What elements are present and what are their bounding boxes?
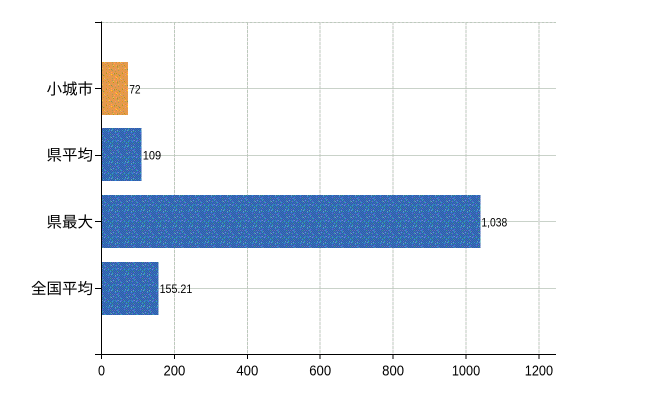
- svg-text:1000: 1000: [452, 364, 480, 380]
- svg-text:800: 800: [382, 364, 404, 380]
- svg-text:155.21: 155.21: [160, 282, 193, 296]
- svg-text:400: 400: [236, 364, 258, 380]
- svg-text:0: 0: [98, 364, 105, 380]
- svg-text:72: 72: [129, 83, 141, 97]
- svg-text:200: 200: [163, 364, 185, 380]
- svg-text:1,038: 1,038: [481, 216, 507, 230]
- svg-text:1200: 1200: [525, 364, 553, 380]
- svg-text:109: 109: [143, 149, 162, 163]
- svg-text:600: 600: [309, 364, 331, 380]
